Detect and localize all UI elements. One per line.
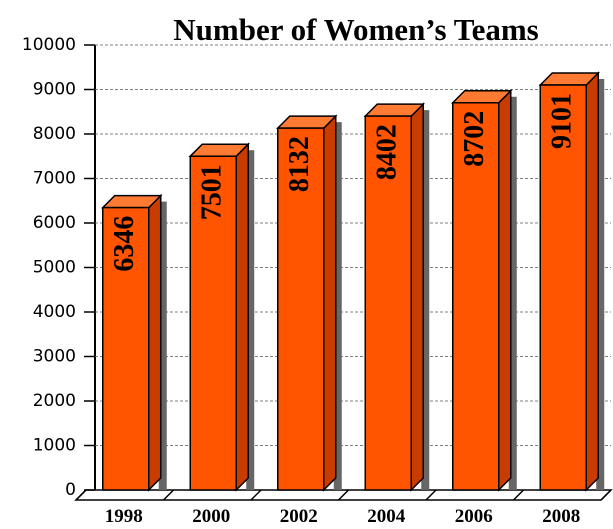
value-label: 8402	[372, 124, 403, 180]
y-tick-label: 3000	[33, 347, 76, 367]
x-tick-label: 2002	[280, 506, 318, 527]
bar	[364, 115, 412, 491]
value-label: 9101	[547, 93, 578, 149]
value-label: 6346	[109, 216, 140, 272]
bar	[102, 206, 150, 491]
bar	[539, 84, 587, 491]
y-tick-label: 7000	[33, 169, 76, 189]
x-tick-label: 2008	[542, 506, 580, 527]
bar	[277, 127, 325, 491]
y-tick-label: 0	[65, 480, 76, 500]
x-tick-label: 2006	[455, 506, 493, 527]
bar-shadow	[421, 110, 430, 491]
bar-shadow	[158, 201, 167, 490]
bar	[452, 102, 500, 491]
floor-line	[337, 489, 350, 501]
floor-line	[162, 489, 175, 501]
x-tick-label: 2004	[367, 506, 406, 527]
bar-side	[323, 114, 337, 492]
bar-shadow	[333, 122, 342, 490]
x-tick-label: 1998	[105, 506, 143, 527]
bar-side	[498, 88, 512, 492]
floor-line	[75, 489, 87, 501]
x-tick-label: 2000	[192, 506, 230, 527]
value-label: 7501	[197, 164, 228, 220]
floor-line	[600, 489, 612, 501]
bar-side	[148, 193, 162, 492]
floor-line	[250, 489, 262, 501]
y-tick-label: 5000	[33, 258, 76, 278]
y-tick-label: 2000	[33, 391, 76, 411]
value-label: 8132	[284, 136, 315, 192]
bar-side	[585, 71, 599, 492]
bar-shadow	[246, 150, 255, 490]
bar-shadow	[508, 96, 517, 491]
floor-line	[512, 489, 525, 501]
bar-side	[410, 102, 424, 492]
y-tick-label: 4000	[33, 302, 76, 322]
floor-line	[425, 489, 437, 501]
bar	[189, 155, 237, 491]
chart-title: Number of Women’s Teams	[173, 12, 538, 47]
y-tick-label: 10000	[22, 35, 76, 55]
value-label: 8702	[459, 111, 490, 167]
y-tick-label: 6000	[33, 213, 76, 233]
bar-side	[235, 142, 249, 492]
bar-shadow	[596, 79, 605, 491]
y-tick-label: 8000	[33, 124, 76, 144]
y-tick-label: 1000	[33, 436, 76, 456]
y-tick-label: 9000	[33, 80, 76, 100]
